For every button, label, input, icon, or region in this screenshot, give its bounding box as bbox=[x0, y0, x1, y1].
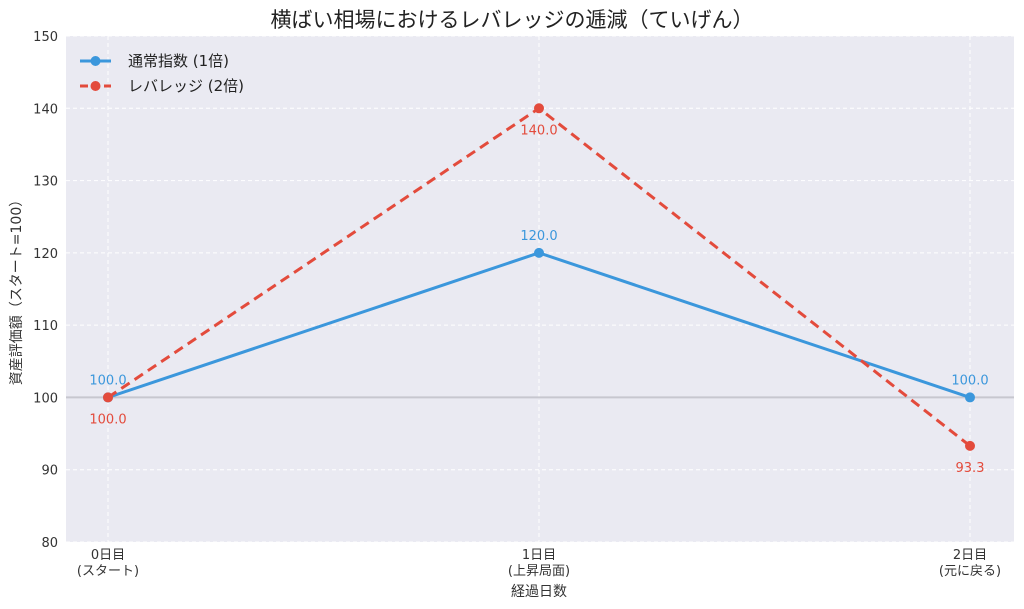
x-tick-label: 1日目 bbox=[522, 548, 556, 563]
x-tick-sublabel: (上昇局面) bbox=[508, 564, 570, 579]
y-tick-label: 80 bbox=[41, 536, 58, 551]
y-tick-label: 150 bbox=[33, 30, 58, 45]
y-tick-label: 90 bbox=[41, 464, 58, 479]
y-tick-label: 120 bbox=[33, 247, 58, 262]
legend-marker-1 bbox=[90, 56, 101, 66]
data-label-series-2: 93.3 bbox=[956, 461, 985, 476]
legend-label-2: レバレッジ (2倍) bbox=[128, 77, 244, 95]
x-axis-ticks: 0日目(スタート) 1日目(上昇局面) 2日目(元に戻る) bbox=[77, 548, 1001, 579]
data-point-series-2 bbox=[103, 392, 113, 403]
legend: 通常指数 (1倍) レバレッジ (2倍) bbox=[80, 52, 244, 95]
y-tick-label: 130 bbox=[33, 175, 58, 190]
x-tick-label: 2日目 bbox=[953, 548, 987, 563]
x-axis-label: 経過日数 bbox=[511, 584, 567, 600]
legend-label-1: 通常指数 (1倍) bbox=[128, 52, 229, 70]
x-tick-label: 0日目 bbox=[91, 548, 125, 563]
y-axis-label: 資産評価額（スタート=100） bbox=[9, 193, 25, 385]
plot-area bbox=[66, 36, 1014, 542]
data-label-series-1: 100.0 bbox=[89, 373, 126, 388]
y-tick-label: 110 bbox=[33, 319, 58, 334]
data-point-series-1 bbox=[534, 247, 544, 258]
data-point-series-1 bbox=[965, 392, 975, 403]
x-tick-sublabel: (スタート) bbox=[77, 564, 139, 579]
y-axis-ticks: 80 90 100 110 120 130 140 150 bbox=[33, 30, 58, 551]
data-label-series-1: 100.0 bbox=[951, 373, 988, 388]
chart-title: 横ばい相場におけるレバレッジの逓減（ていげん） bbox=[271, 8, 754, 32]
y-tick-label: 140 bbox=[33, 102, 58, 117]
data-label-series-2: 140.0 bbox=[520, 123, 557, 138]
data-point-series-2 bbox=[965, 440, 975, 451]
y-tick-label: 100 bbox=[33, 391, 58, 406]
legend-marker-2 bbox=[90, 81, 101, 91]
data-point-series-2 bbox=[534, 103, 544, 114]
data-label-series-1: 120.0 bbox=[520, 229, 557, 244]
series-group: 100.0 120.0 100.0 100.0 140.0 93.3 bbox=[89, 103, 989, 476]
grid bbox=[66, 35, 1014, 543]
data-label-series-2: 100.0 bbox=[89, 412, 126, 427]
x-tick-sublabel: (元に戻る) bbox=[939, 564, 1001, 579]
